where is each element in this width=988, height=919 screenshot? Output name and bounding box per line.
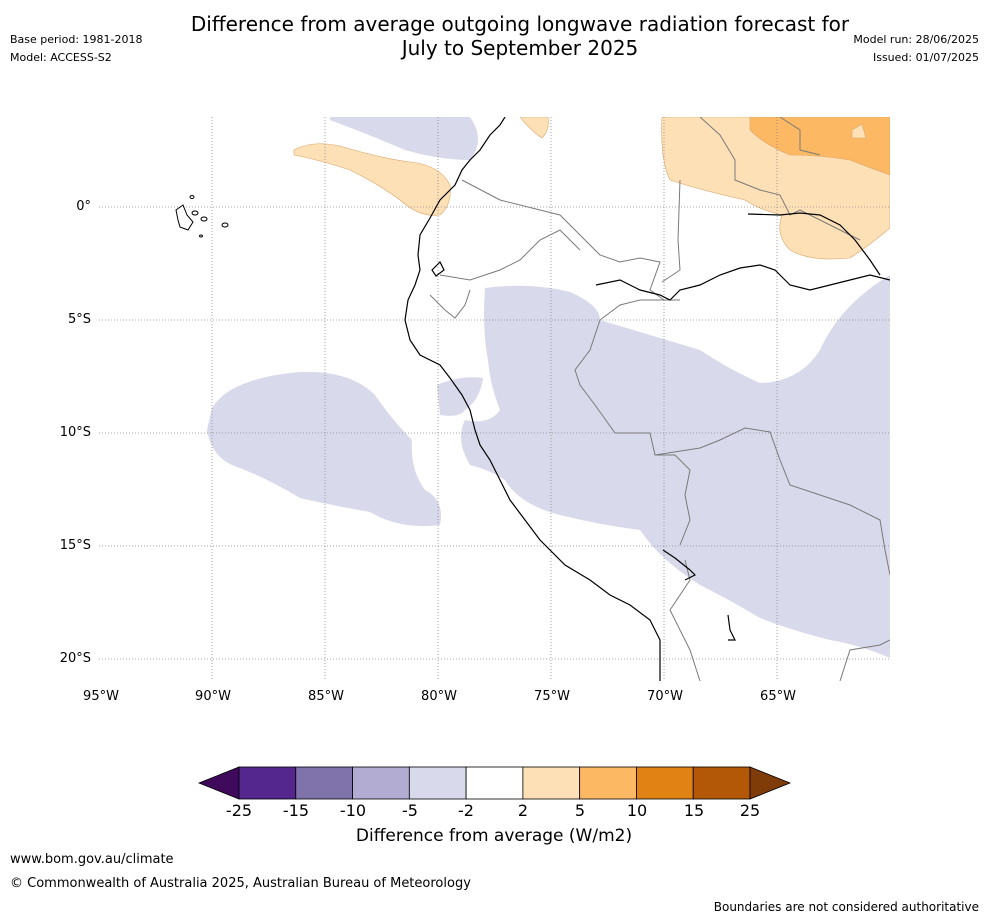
galapagos-islands	[175, 195, 229, 238]
national-boundaries	[429, 117, 890, 681]
map-title: Difference from average outgoing longwav…	[0, 12, 988, 60]
anomaly-region-continental	[461, 275, 890, 658]
colorbar-tick: 10	[626, 801, 648, 820]
anomaly-region-north-ocean	[330, 117, 478, 160]
gridlines	[99, 117, 890, 681]
lon-label-85w: 85°W	[308, 689, 344, 704]
anomaly-region-coastal	[437, 377, 483, 416]
copyright-text: © Commonwealth of Australia 2025, Austra…	[10, 876, 471, 891]
colorbar-tick: -10	[339, 801, 367, 820]
title-line-1: Difference from average outgoing longwav…	[190, 12, 850, 36]
colorbar	[197, 766, 792, 800]
lon-label-95w: 95°W	[83, 689, 119, 704]
colorbar-tick: 25	[739, 801, 761, 820]
colorbar-segment	[295, 766, 353, 800]
base-period: Base period: 1981-2018	[10, 33, 143, 46]
anomaly-region-pacific-tongue	[293, 143, 451, 216]
footer-link[interactable]: www.bom.gov.au/climate	[10, 852, 174, 867]
positive-anomaly-regions	[293, 117, 890, 260]
colorbar-segment	[238, 766, 297, 800]
lat-label-5s: 5°S	[67, 312, 91, 327]
colorbar-label: Difference from average (W/m2)	[355, 826, 633, 846]
lon-label-80w: 80°W	[421, 689, 457, 704]
colorbar-segment	[408, 766, 467, 800]
colorbar-segment	[465, 766, 524, 800]
colorbar-segment	[636, 766, 694, 800]
anomaly-region-small-light	[851, 123, 867, 139]
colorbar-tick: 5	[574, 801, 586, 820]
colorbar-tick: -5	[402, 801, 418, 820]
lat-label-10s: 10°S	[59, 425, 91, 440]
lon-label-90w: 90°W	[195, 689, 231, 704]
model-run-date: Model run: 28/06/2025	[853, 33, 979, 46]
lon-label-75w: 75°W	[534, 689, 570, 704]
issued-date: Issued: 01/07/2025	[872, 51, 979, 64]
negative-anomaly-regions	[207, 117, 890, 658]
colorbar-segment	[352, 766, 410, 800]
anomaly-region-north-small	[519, 117, 549, 139]
anomaly-region-pacific-west	[207, 371, 441, 527]
colorbar-tick: -15	[282, 801, 310, 820]
coastline	[404, 117, 890, 681]
colorbar-extend-high	[749, 766, 792, 800]
model-name: Model: ACCESS-S2	[10, 51, 112, 64]
colorbar-tick: 15	[683, 801, 705, 820]
colorbar-extend-low	[197, 766, 240, 800]
lat-label-15s: 15°S	[59, 538, 91, 553]
colorbar-segment	[692, 766, 751, 800]
lon-label-70w: 70°W	[647, 689, 683, 704]
colorbar-segment	[522, 766, 581, 800]
colorbar-tick: 2	[517, 801, 529, 820]
disclaimer-text: Boundaries are not considered authoritat…	[713, 900, 979, 914]
lon-label-65w: 65°W	[760, 689, 796, 704]
colorbar-tick: -25	[225, 801, 253, 820]
meta-right: Model run: 28/06/2025 Issued: 01/07/2025	[853, 33, 979, 69]
meta-left: Base period: 1981-2018 Model: ACCESS-S2	[10, 33, 142, 69]
lat-label-20s: 20°S	[59, 651, 91, 666]
lat-label-0: 0°	[76, 199, 91, 214]
colorbar-segment	[579, 766, 637, 800]
colorbar-tick: -2	[458, 801, 474, 820]
map-plot-area	[99, 117, 890, 681]
title-line-2: July to September 2025	[401, 36, 639, 60]
